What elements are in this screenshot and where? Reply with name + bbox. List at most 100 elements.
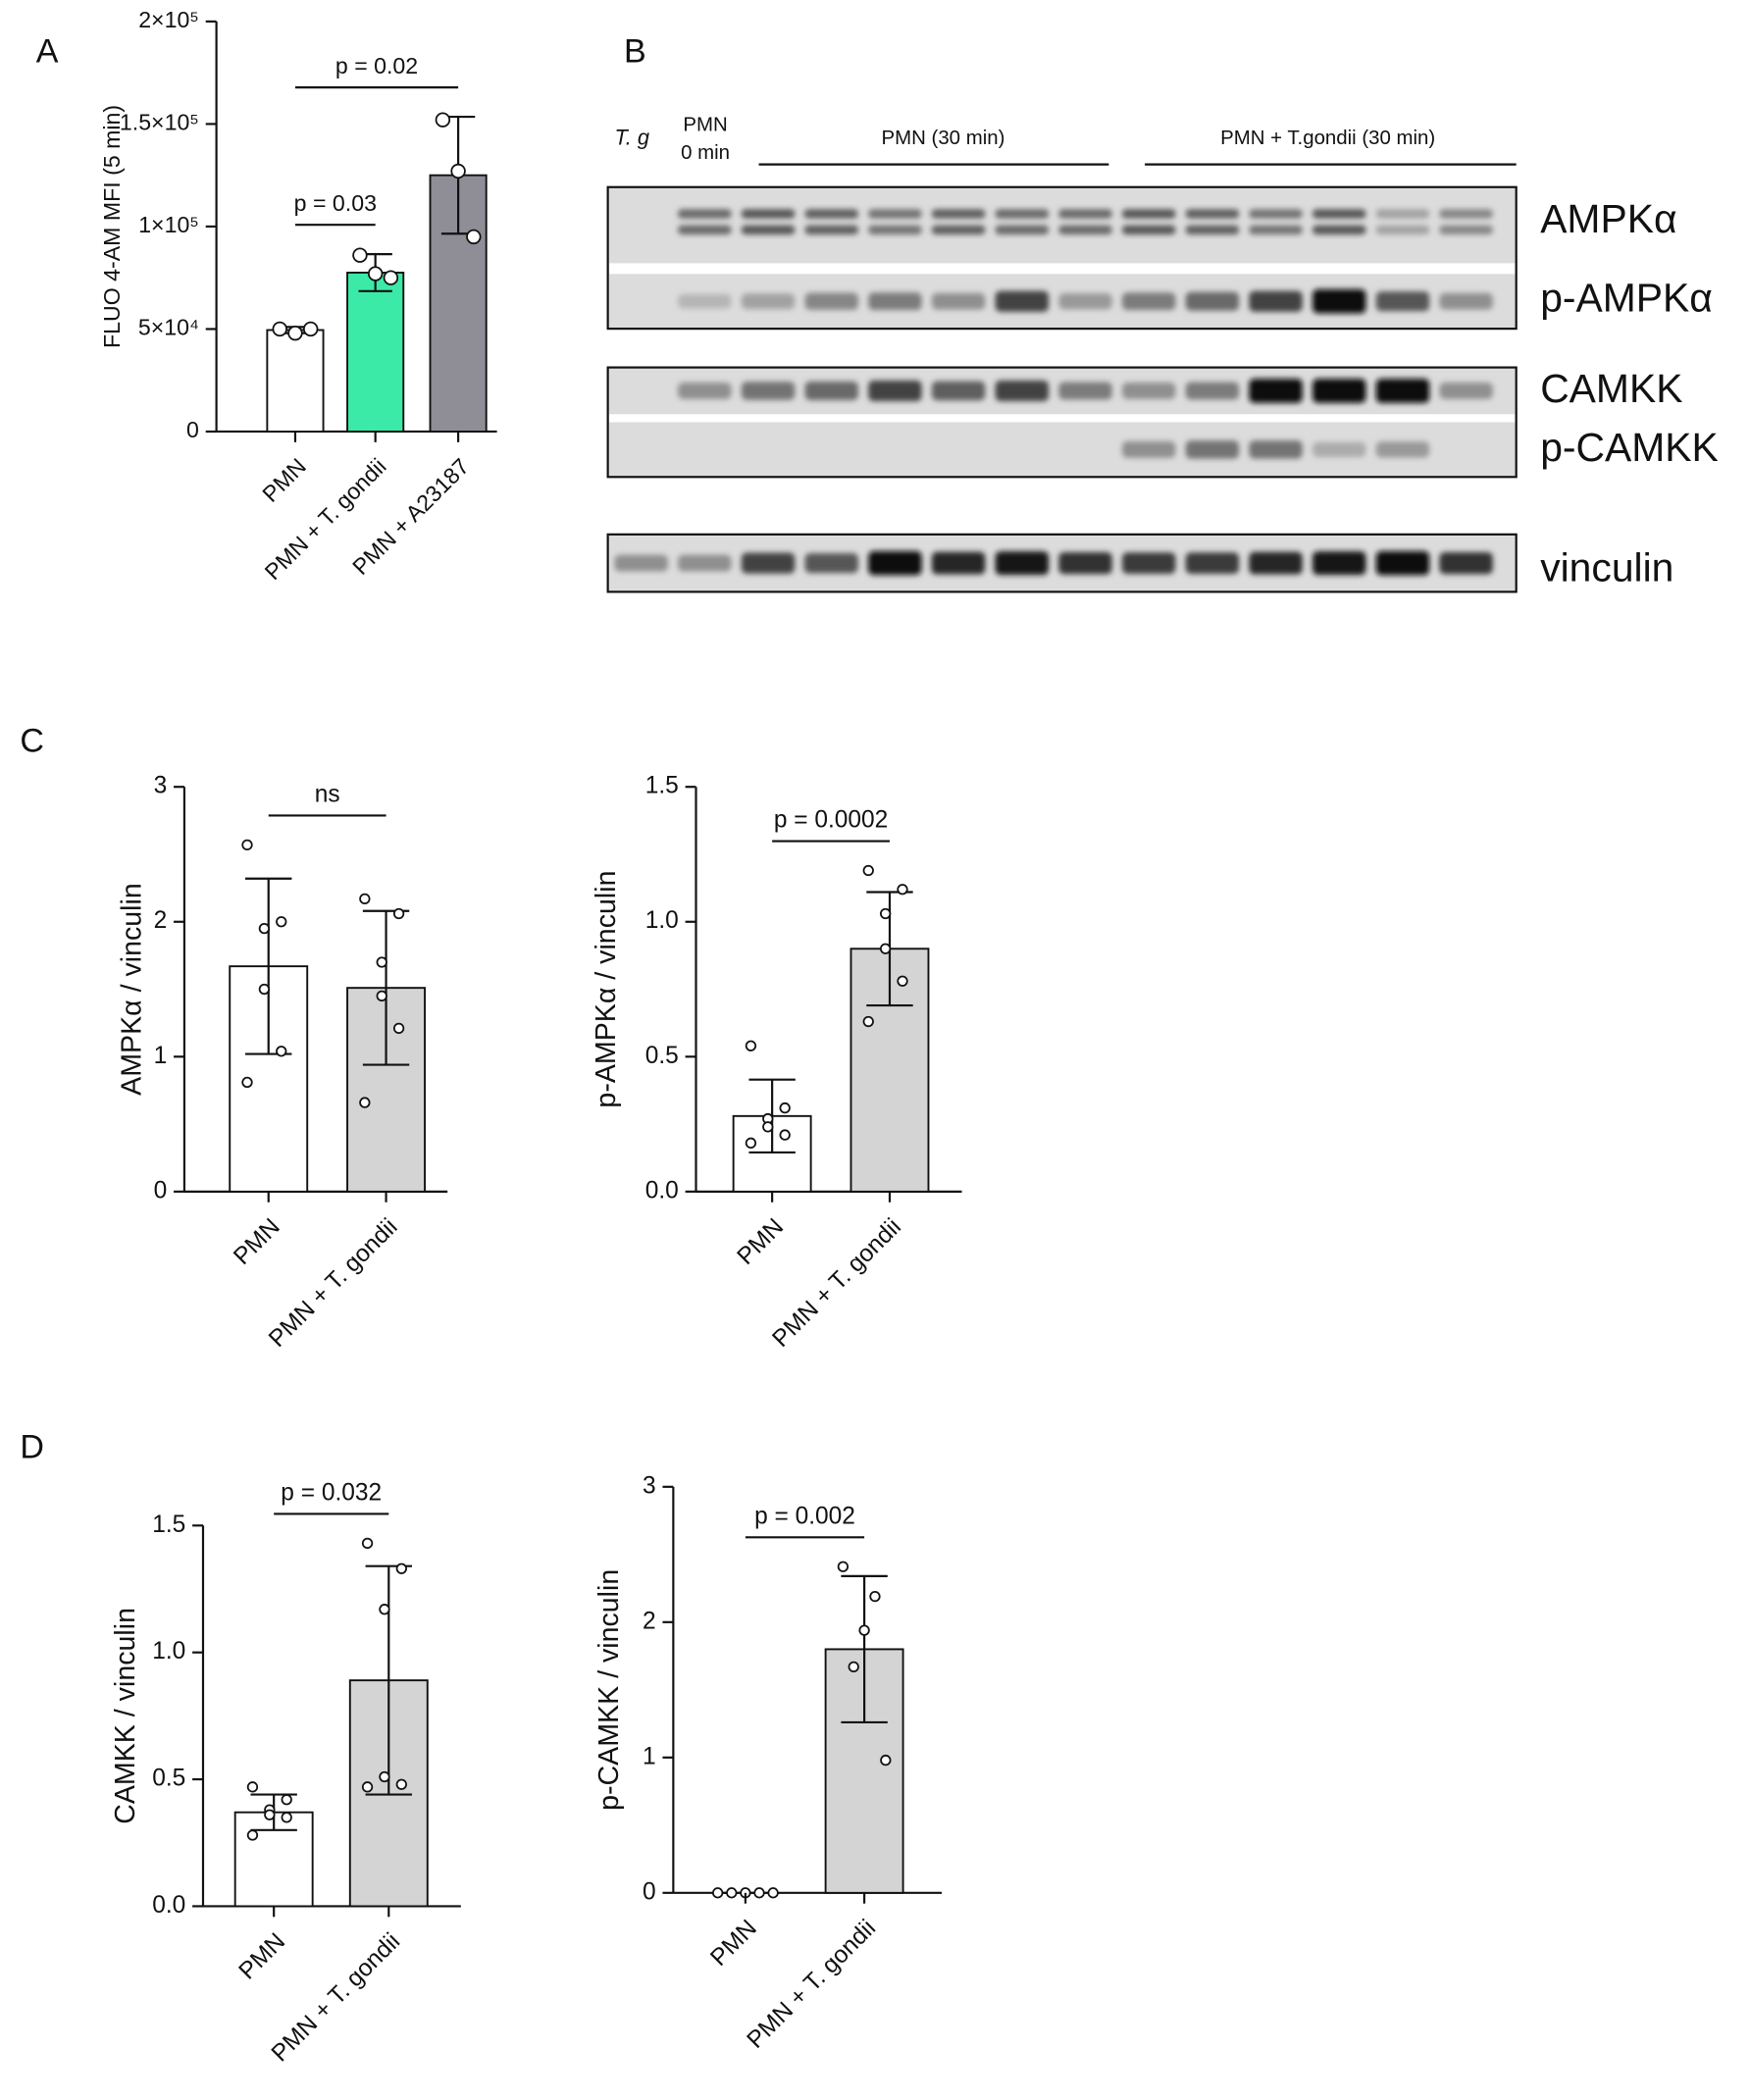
x-tick-label: PMN — [234, 1928, 291, 1985]
data-point — [879, 907, 892, 920]
band — [1249, 209, 1303, 219]
data-point — [246, 1781, 259, 1793]
lane-label: PMN — [683, 115, 727, 136]
data-point — [897, 884, 908, 896]
bar-chart: A FLUO 4-AM MFI (5 min) 0 5×10⁴ 1×10⁵ 1.5×10⁵… — [36, 7, 497, 585]
data-point — [361, 1537, 374, 1550]
data-point — [361, 1781, 374, 1793]
y-axis-label: AMPKα / vinculin — [117, 883, 148, 1096]
data-point — [395, 1778, 407, 1790]
x-tick-label: PMN + T. gondii — [767, 1213, 906, 1353]
band — [804, 381, 858, 400]
band — [741, 382, 796, 400]
data-point — [869, 1590, 881, 1603]
band — [1185, 440, 1240, 459]
data-point — [862, 1015, 874, 1028]
y-tick-label: 0.5 — [152, 1766, 185, 1792]
panel-label: C — [20, 722, 44, 759]
y-tick-label: 0 — [186, 417, 199, 442]
data-point — [848, 1661, 859, 1673]
band — [1121, 225, 1176, 235]
band — [1249, 225, 1303, 235]
band — [1121, 552, 1176, 575]
group-label: PMN + T.gondii (30 min) — [1220, 128, 1435, 149]
protein-label: vinculin — [1540, 544, 1673, 589]
lane-label: T. g — [614, 125, 649, 149]
data-point — [302, 321, 319, 337]
band — [995, 225, 1050, 235]
y-tick-label: 1 — [643, 1743, 656, 1769]
band — [678, 293, 732, 309]
data-point — [862, 864, 874, 877]
band — [1312, 288, 1366, 314]
band — [1375, 225, 1430, 235]
band — [1185, 225, 1240, 235]
band — [741, 225, 796, 235]
band — [995, 290, 1050, 312]
band — [1058, 225, 1112, 235]
band — [1249, 290, 1303, 312]
y-tick-label: 1.0 — [152, 1638, 185, 1665]
band — [995, 380, 1050, 402]
data-point — [450, 163, 466, 179]
error-bar — [841, 1574, 888, 1724]
data-point — [762, 1121, 774, 1133]
data-point — [392, 1022, 405, 1035]
band — [1058, 209, 1112, 219]
y-tick-label: 1×10⁵ — [138, 212, 199, 237]
protein-label: AMPKα — [1540, 196, 1676, 241]
data-point — [879, 943, 892, 954]
data-point — [858, 1624, 870, 1636]
data-point — [367, 266, 384, 282]
band — [1121, 292, 1176, 311]
data-point — [272, 321, 287, 337]
protein-label: p-AMPKα — [1540, 275, 1713, 320]
data-point — [779, 1101, 791, 1114]
data-point — [379, 1770, 390, 1783]
data-point — [352, 247, 368, 263]
bar — [429, 174, 488, 433]
x-tick-label: PMN + T. gondii — [743, 1915, 882, 2054]
significance-label: p = 0.032 — [281, 1480, 382, 1507]
data-point — [264, 1809, 276, 1820]
band — [1185, 209, 1240, 219]
panel-label: D — [20, 1429, 44, 1466]
band — [995, 209, 1050, 219]
y-tick-label: 0.0 — [152, 1892, 185, 1919]
data-point — [281, 1794, 292, 1806]
significance-label: p = 0.0002 — [774, 807, 888, 834]
band — [678, 209, 732, 219]
band — [1312, 225, 1366, 235]
band — [1439, 551, 1493, 575]
y-tick-label: 5×10⁴ — [138, 315, 199, 340]
band — [1439, 225, 1493, 235]
band — [868, 292, 922, 311]
y-tick-label: 0 — [643, 1878, 656, 1905]
band — [678, 554, 732, 572]
y-tick-label: 1.5 — [152, 1511, 185, 1538]
band — [1312, 379, 1366, 403]
band — [868, 550, 922, 576]
y-tick-label: 1.5 — [645, 773, 679, 799]
y-tick-label: 2×10⁵ — [138, 7, 199, 32]
protein-label: CAMKK — [1540, 366, 1682, 411]
y-tick-label: 1 — [154, 1043, 168, 1069]
data-point — [392, 907, 405, 920]
data-point — [376, 990, 387, 1002]
y-axis-label: p-CAMKK / vinculin — [593, 1569, 625, 1811]
bar — [346, 272, 405, 433]
data-point — [241, 1076, 253, 1089]
data-point — [359, 893, 371, 905]
x-tick-label: PMN — [229, 1213, 285, 1270]
y-tick-label: 0 — [154, 1177, 168, 1204]
y-axis-label: CAMKK / vinculin — [110, 1608, 141, 1824]
band — [614, 554, 668, 572]
band — [868, 380, 922, 402]
band — [868, 225, 922, 235]
data-point — [880, 1754, 892, 1767]
significance-label: p = 0.002 — [754, 1503, 855, 1529]
band — [1185, 291, 1240, 311]
band — [1058, 551, 1112, 575]
